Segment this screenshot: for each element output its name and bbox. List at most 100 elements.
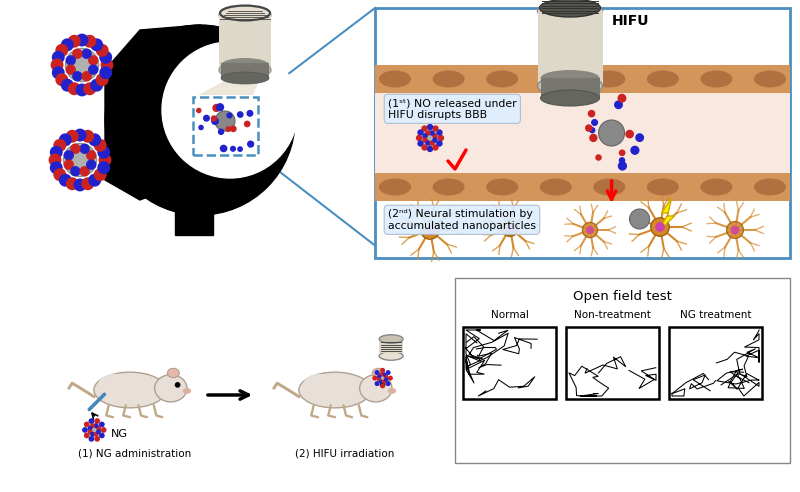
Circle shape — [230, 126, 236, 131]
Bar — [455, 278, 790, 463]
Circle shape — [215, 111, 235, 131]
Circle shape — [636, 134, 643, 141]
Circle shape — [162, 42, 298, 178]
Circle shape — [64, 151, 74, 160]
Circle shape — [66, 65, 75, 74]
Circle shape — [91, 424, 94, 428]
Circle shape — [380, 373, 382, 376]
Text: (1) NG administration: (1) NG administration — [78, 448, 192, 458]
Circle shape — [95, 419, 99, 423]
Circle shape — [433, 138, 437, 142]
Bar — [669, 327, 762, 399]
Circle shape — [385, 378, 387, 381]
Circle shape — [421, 221, 439, 239]
Bar — [175, 175, 213, 235]
Ellipse shape — [379, 179, 411, 195]
Circle shape — [385, 375, 387, 378]
Circle shape — [230, 147, 235, 151]
Circle shape — [502, 219, 518, 236]
Circle shape — [433, 134, 437, 138]
Circle shape — [381, 384, 385, 388]
Circle shape — [248, 141, 254, 147]
Ellipse shape — [379, 352, 403, 360]
Circle shape — [378, 373, 388, 383]
Circle shape — [88, 424, 101, 436]
Text: NG: NG — [111, 429, 128, 439]
Bar — [375, 8, 790, 258]
Circle shape — [90, 419, 94, 423]
Ellipse shape — [539, 0, 601, 17]
Circle shape — [433, 126, 438, 131]
Circle shape — [375, 382, 379, 385]
Text: Open field test: Open field test — [573, 290, 672, 303]
Circle shape — [56, 45, 67, 56]
Ellipse shape — [754, 179, 786, 195]
Circle shape — [598, 120, 625, 146]
Ellipse shape — [594, 70, 626, 88]
Circle shape — [433, 145, 438, 150]
Circle shape — [227, 113, 232, 118]
Circle shape — [100, 433, 104, 437]
Circle shape — [418, 141, 423, 146]
Circle shape — [380, 380, 382, 383]
Ellipse shape — [182, 388, 191, 394]
Circle shape — [98, 162, 110, 174]
Circle shape — [614, 101, 622, 108]
Ellipse shape — [221, 72, 269, 84]
Ellipse shape — [98, 374, 132, 398]
Text: Normal: Normal — [490, 310, 529, 320]
Circle shape — [197, 108, 201, 113]
Circle shape — [221, 146, 226, 152]
Circle shape — [592, 120, 598, 125]
Circle shape — [86, 160, 96, 169]
Circle shape — [631, 147, 638, 154]
Text: HIFU: HIFU — [612, 14, 650, 28]
Ellipse shape — [379, 335, 403, 343]
Ellipse shape — [540, 179, 572, 195]
Circle shape — [54, 169, 66, 181]
Circle shape — [217, 104, 223, 111]
Circle shape — [386, 382, 390, 385]
Circle shape — [69, 83, 80, 94]
Circle shape — [66, 48, 98, 82]
Circle shape — [381, 369, 385, 372]
Circle shape — [98, 147, 110, 158]
Bar — [566, 327, 659, 399]
Circle shape — [586, 226, 594, 234]
Circle shape — [50, 162, 62, 174]
Circle shape — [427, 147, 433, 152]
Ellipse shape — [373, 369, 384, 378]
Ellipse shape — [167, 369, 179, 378]
Circle shape — [102, 428, 106, 432]
Circle shape — [101, 59, 113, 71]
Circle shape — [94, 432, 98, 436]
Ellipse shape — [541, 90, 599, 106]
Ellipse shape — [170, 78, 260, 153]
Circle shape — [62, 79, 73, 91]
Circle shape — [66, 178, 78, 189]
Circle shape — [238, 147, 242, 151]
Text: NG treatment: NG treatment — [680, 310, 751, 320]
Circle shape — [506, 223, 514, 232]
Circle shape — [100, 67, 111, 78]
Circle shape — [430, 131, 434, 135]
Circle shape — [99, 154, 110, 166]
Circle shape — [86, 151, 96, 160]
Ellipse shape — [754, 70, 786, 88]
Circle shape — [199, 125, 203, 129]
Ellipse shape — [388, 388, 396, 394]
Circle shape — [66, 130, 78, 142]
Circle shape — [426, 141, 430, 145]
Circle shape — [97, 427, 100, 430]
Ellipse shape — [219, 61, 271, 79]
Circle shape — [53, 52, 64, 63]
Circle shape — [590, 127, 594, 133]
Circle shape — [204, 116, 210, 121]
Circle shape — [626, 130, 634, 138]
Bar — [375, 65, 790, 93]
Circle shape — [73, 49, 82, 58]
Circle shape — [211, 116, 217, 121]
Circle shape — [389, 376, 392, 380]
Circle shape — [238, 112, 243, 117]
Circle shape — [590, 134, 597, 141]
